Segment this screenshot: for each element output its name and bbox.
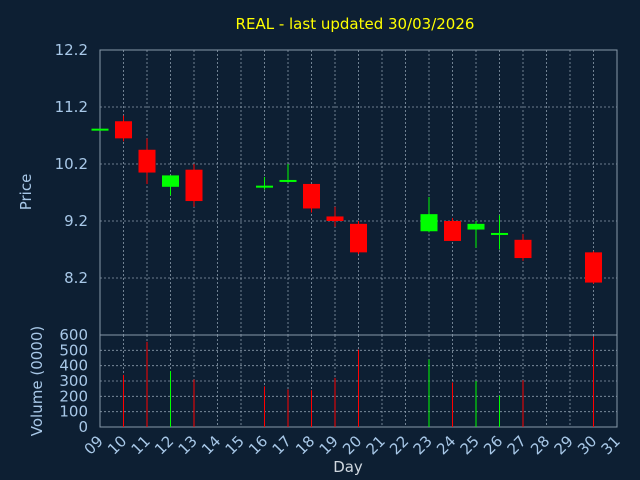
- price-panel: 12.2 11.2 10.2 9.2 8.2 Price: [17, 41, 618, 336]
- price-tick-label: 11.2: [55, 98, 88, 116]
- candle-body: [467, 223, 485, 230]
- price-plot-area: [99, 49, 618, 336]
- candle-body: [585, 252, 602, 283]
- x-tick-label: 24: [433, 432, 459, 458]
- volume-tick-label: 100: [59, 403, 88, 421]
- price-tick-label: 10.2: [55, 155, 88, 173]
- x-tick-label: 29: [551, 432, 577, 458]
- volume-tick-label: 400: [59, 357, 88, 375]
- x-tick-label: 12: [151, 432, 177, 458]
- price-grid: [100, 50, 617, 335]
- candle-body: [350, 223, 367, 253]
- volume-tick-label: 600: [59, 326, 88, 344]
- x-tick-label: 28: [527, 432, 553, 458]
- x-tick-label: 30: [574, 432, 600, 458]
- volume-bars: [123, 336, 594, 427]
- candle-body: [162, 175, 179, 187]
- candle-body: [303, 183, 320, 209]
- candle-body: [256, 185, 273, 188]
- x-tick-label: 11: [128, 432, 154, 458]
- candle-body: [444, 221, 461, 241]
- candle-body: [279, 179, 297, 182]
- volume-tick-label: 300: [59, 372, 88, 390]
- x-tick-label: 13: [175, 432, 201, 458]
- candle-body: [420, 214, 438, 232]
- price-tick-label: 8.2: [64, 269, 88, 287]
- x-tick-label: 21: [363, 432, 389, 458]
- volume-axis-label: Volume (0000): [28, 326, 46, 436]
- candle-body: [514, 239, 532, 259]
- x-tick-label: 10: [104, 432, 130, 458]
- x-tick-label: 22: [386, 432, 412, 458]
- candle-body: [185, 169, 203, 202]
- x-tick-label: 09: [81, 432, 107, 458]
- x-tick-label: 17: [269, 432, 295, 458]
- x-tick-label: 27: [504, 432, 530, 458]
- candles: [91, 115, 602, 284]
- x-axis-ticks: 0910111213141516171819202122232425262728…: [81, 432, 624, 458]
- price-tick-label: 12.2: [55, 41, 88, 59]
- price-y-ticks: 12.2 11.2 10.2 9.2 8.2: [55, 41, 88, 287]
- x-tick-label: 14: [198, 432, 224, 458]
- candle-body: [91, 128, 109, 131]
- candle-body: [326, 216, 344, 221]
- x-axis-label: Day: [333, 458, 363, 476]
- x-tick-label: 19: [316, 432, 342, 458]
- x-tick-label: 18: [292, 432, 318, 458]
- volume-tick-label: 500: [59, 341, 88, 359]
- price-tick-label: 9.2: [64, 212, 88, 230]
- x-tick-label: 20: [339, 432, 365, 458]
- x-tick-label: 15: [222, 432, 248, 458]
- x-tick-label: 25: [457, 432, 483, 458]
- volume-tick-label: 200: [59, 387, 88, 405]
- x-tick-label: 16: [245, 432, 271, 458]
- candle-body: [115, 121, 132, 139]
- x-tick-label: 23: [410, 432, 436, 458]
- price-axis-label: Price: [17, 174, 35, 211]
- x-tick-label: 26: [480, 432, 506, 458]
- candle-body: [138, 149, 156, 173]
- volume-tick-label: 0: [78, 418, 88, 436]
- candle-body: [491, 232, 508, 235]
- chart-title: REAL - last updated 30/03/2026: [236, 15, 475, 33]
- x-tick-label: 31: [598, 432, 624, 458]
